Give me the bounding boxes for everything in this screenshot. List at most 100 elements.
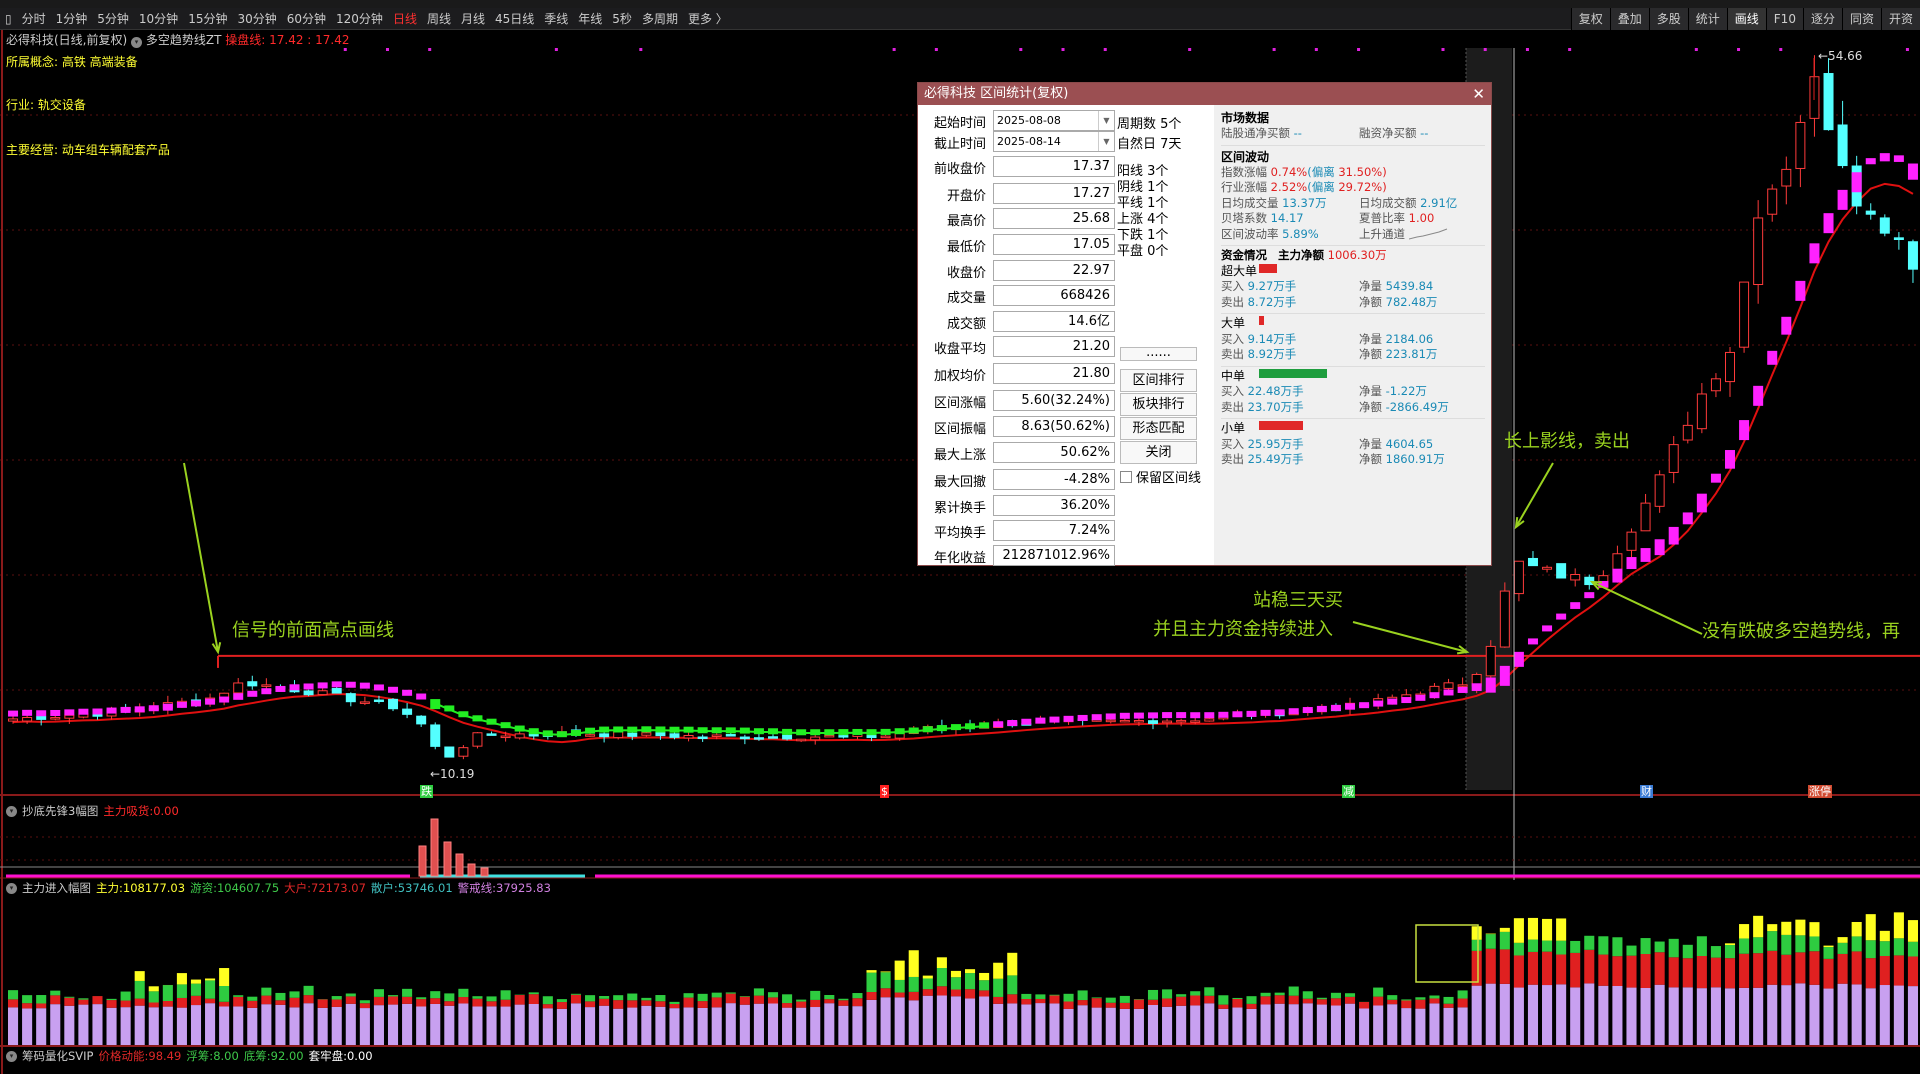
period-tab[interactable]: 5秒 [612,12,632,26]
candle-body [627,732,638,737]
period-tab[interactable]: 60分钟 [286,12,327,26]
field-label: 累计换手 [933,500,986,516]
period-tab[interactable]: 周线 [426,12,451,26]
signal-dot [1314,48,1318,51]
dialog-button[interactable]: 关闭 [1120,441,1197,464]
trend-block [1387,698,1398,705]
dialog-field-row: 起始时间 2025-08-08 ▼ [922,110,1115,132]
avg-volume-value: 13.37万 [1282,195,1327,210]
trend-block [1021,718,1032,725]
volume-bar [866,999,877,1045]
keep-line-checkbox[interactable] [1120,470,1132,483]
panel-menu-icon[interactable]: ▾ [6,882,17,894]
keep-line-label: 保留区间线 [1136,471,1202,486]
field-value: 17.27 [993,183,1115,204]
dialog-button[interactable]: ...... [1120,346,1197,361]
candle-body [416,715,427,725]
volume-bar [219,1006,230,1045]
period-tab[interactable]: 45日线 [494,12,535,26]
period-tab[interactable]: 1分钟 [55,12,88,26]
event-marker[interactable]: $ [880,785,889,798]
candle-body [585,734,596,737]
toolbar-button[interactable]: 统计 [1687,8,1727,30]
period-tab[interactable]: 多周期 [641,12,678,26]
trend-block [880,728,891,735]
volume-yellow-segment [1556,918,1567,941]
toolbar-button[interactable]: 叠加 [1609,8,1649,30]
net-amt-label: 净额 [1359,347,1382,361]
event-marker[interactable]: 财 [1640,785,1653,798]
volume-red-segment [486,1001,497,1007]
period-tab[interactable]: 15分钟 [188,12,228,26]
candle-body [430,724,441,747]
event-marker[interactable]: 减 [1342,785,1355,798]
period-tab[interactable]: 更多 〉 [687,12,728,26]
toolbar-button[interactable]: 复权 [1570,8,1610,30]
annotation-high-line: 信号的前面高点画线 [232,620,394,641]
buy-label: 买入 [1221,331,1244,346]
volume-green-segment [894,979,905,993]
trend-block [1176,712,1187,719]
volume-yellow-segment [219,968,230,987]
event-marker[interactable]: 跌 [420,785,433,798]
trend-block [1471,683,1482,691]
period-tab[interactable]: 5分钟 [97,12,129,26]
low-price-label: ←10.19 [430,767,475,781]
panel-menu-icon[interactable]: ▾ [6,1050,17,1062]
dialog-button[interactable]: 形态匹配 [1120,417,1197,440]
period-tab[interactable]: 月线 [460,12,485,26]
dialog-title-bar[interactable]: 必得科技 区间统计(复权) ✕ [918,83,1491,105]
volume-green-segment [1499,931,1510,950]
period-tab[interactable]: 30分钟 [237,12,277,26]
buy-value: 25.95万手 [1247,436,1304,451]
event-marker[interactable]: 涨停 [1808,785,1832,798]
volume-bar [1246,1008,1257,1045]
date-picker[interactable]: 2025-08-08 ▼ [993,110,1115,131]
chevron-down-icon[interactable]: ▼ [1098,111,1114,130]
annotation-trendline: 没有跌破多空趋势线，再 [1702,621,1900,642]
volume-green-segment [1809,936,1820,952]
panel-menu-icon[interactable]: ▾ [6,805,17,817]
period-tab[interactable]: 日线 [392,12,417,26]
dialog-button[interactable]: 区间排行 [1120,369,1197,392]
signal-dot [385,48,389,51]
trend-block [739,727,750,734]
chevron-down-icon[interactable]: ▼ [1098,132,1114,151]
period-tab[interactable]: 120分钟 [336,12,383,26]
volume-green-segment [1091,997,1102,999]
high-price-label: ←54.66 [1818,49,1863,63]
candle [739,734,750,745]
volume-green-segment [36,995,47,1004]
volume-green-segment [950,977,961,990]
toolbar-button[interactable]: 画线 [1726,8,1766,30]
close-icon[interactable]: ✕ [1472,85,1485,103]
toolbar-button[interactable]: 同资 [1841,8,1881,30]
field-label: 加权均价 [933,368,986,384]
period-tab[interactable]: 10分钟 [138,12,179,26]
volume-green-segment [162,985,173,1001]
toolbar-button[interactable]: 开资 [1880,8,1920,30]
dialog-button[interactable]: 板块排行 [1120,393,1197,416]
volume-green-segment [796,999,807,1002]
period-tab[interactable]: 年线 [578,12,603,26]
rongzi-label: 融资净买额 [1359,126,1417,140]
volume-green-segment [1077,990,1088,1001]
signal-dot [639,48,643,51]
volume-bar [1049,1003,1060,1045]
period-tab[interactable]: 分时 [21,12,46,26]
date-picker[interactable]: 2025-08-14 ▼ [993,131,1115,152]
toolbar-button[interactable]: 逐分 [1802,8,1842,30]
toolbar-button[interactable]: 多股 [1648,8,1688,30]
period-tab[interactable]: 季线 [544,12,569,26]
keep-line-option[interactable]: 保留区间线 [1120,467,1201,486]
toolbar-button[interactable]: F10 [1765,8,1803,30]
layout-toggle-icon[interactable]: ▯ [5,11,12,26]
volume-green-segment [908,976,919,992]
indicator-menu-icon[interactable]: ▾ [131,37,143,48]
trend-block [303,683,314,690]
signal-dot [1441,48,1445,51]
trend-block [1513,651,1524,667]
fund-na: 净额 1860.91万 [1359,452,1445,468]
panel1-value: 0.00 [153,804,179,818]
volume-red-segment [1091,998,1102,1008]
